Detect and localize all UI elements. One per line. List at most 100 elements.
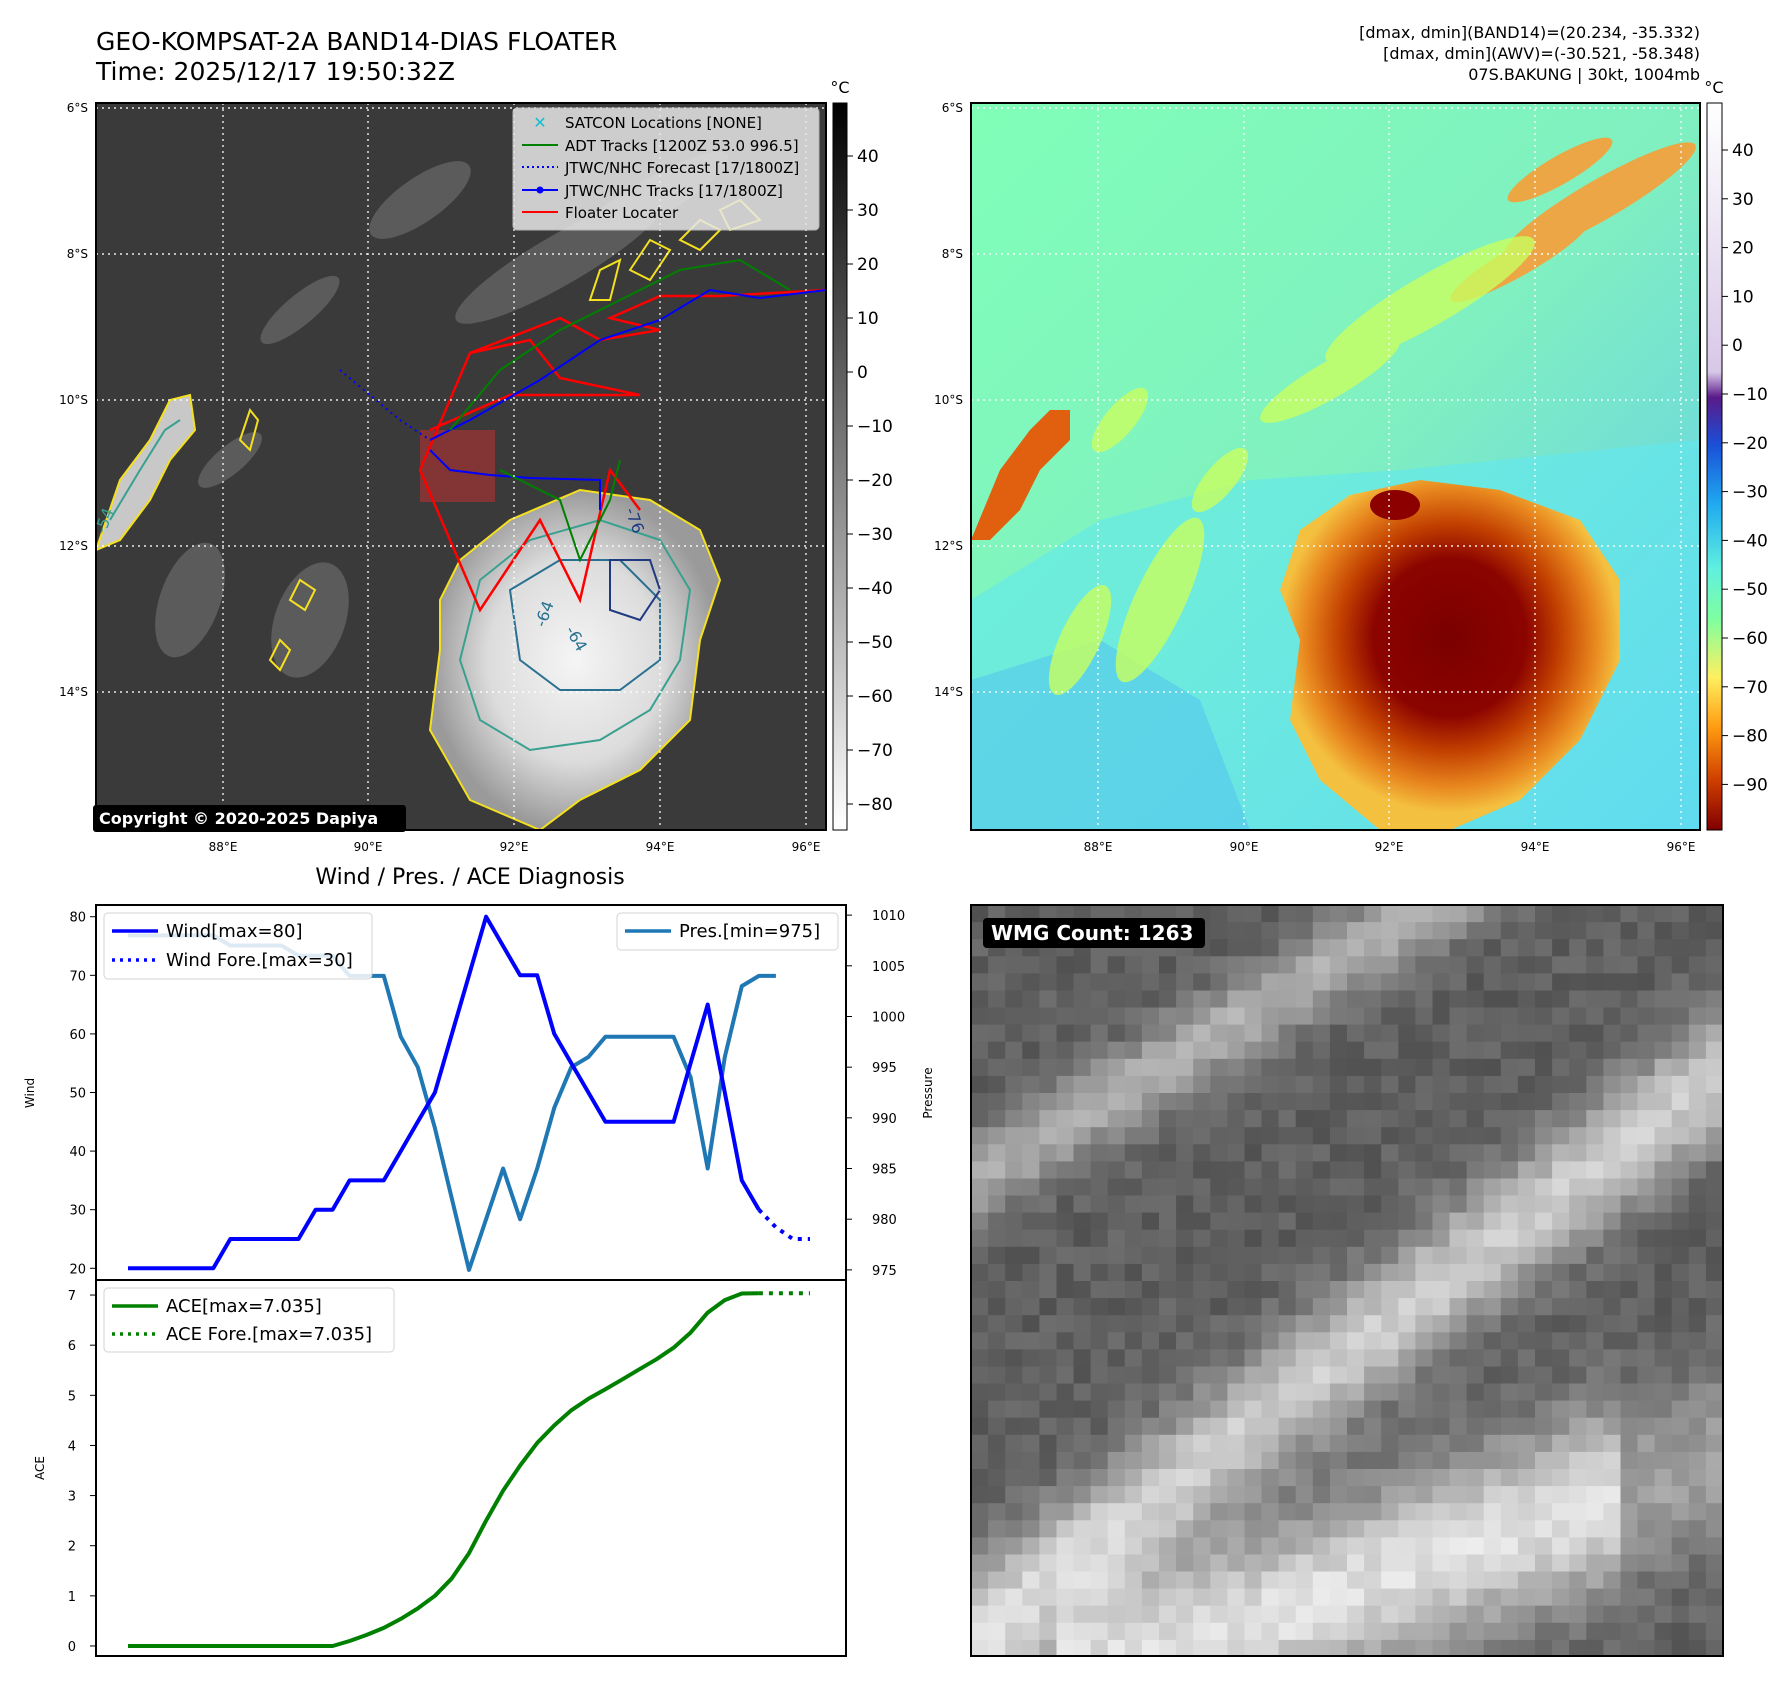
wmg-pixel [1090,1469,1109,1487]
wmg-pixel [1398,1622,1416,1641]
wmg-pixel [1005,1605,1023,1624]
wmg-pixel [1090,1212,1109,1231]
wmg-pixel [1039,1605,1058,1624]
colorbar-rainbow-unit: °C [1704,78,1723,97]
wmg-pixel [1107,956,1126,974]
wmg-pixel [1654,1058,1673,1077]
wmg-pixel [1483,1041,1502,1060]
wmg-pixel [1466,1195,1485,1214]
wmg-pixel [971,1144,989,1162]
wmg-pixel [971,1110,989,1128]
wmg-pixel [1688,1400,1707,1419]
wmg-pixel [1312,1332,1331,1350]
wmg-pixel [1381,1161,1399,1180]
wmg-pixel [1124,1229,1143,1248]
wmg-pixel [1141,1041,1160,1060]
wmg-pixel [1466,1093,1485,1111]
ace-marks [128,1291,810,1648]
wmg-pixel [1466,905,1485,923]
wmg-pixel [1244,1075,1263,1094]
wmg-pixel [1654,1400,1673,1419]
wmg-pixel [1039,1400,1058,1419]
wmg-pixel [1398,1520,1416,1538]
wmg-pixel [1466,1434,1485,1453]
wmg-pixel [1022,1605,1040,1624]
wmg-pixel [1244,1144,1263,1162]
wmg-pixel [1415,1383,1434,1402]
wmg-pixel [1364,1212,1382,1231]
wmg-pixel [1620,1315,1639,1333]
wind-line [128,914,761,1271]
wmg-pixel [1415,1246,1434,1265]
wmg-pixel [1347,1486,1365,1504]
wmg-pixel [1022,1195,1040,1214]
wmg-pixel [1705,1281,1723,1299]
colorbar-tick-label: 40 [1732,141,1754,161]
wmg-pixel [1586,905,1604,923]
colorbar-tick-label: 0 [857,363,868,383]
wmg-pixel [1005,1212,1023,1231]
wmg-pixel [1141,956,1160,974]
wmg-pixel [1586,1075,1604,1094]
wmg-pixel [1535,1229,1553,1248]
wmg-pixel [1483,1212,1502,1231]
wmg-pixel [1535,1588,1553,1607]
wmg-pixel [1022,1178,1040,1197]
wmg-pixel [1005,1417,1023,1436]
wmg-pixel [971,1178,989,1197]
wind-legend: Wind[max=80] Wind Fore.[max=30] [103,912,373,980]
wmg-pixel [1603,1263,1622,1282]
wmg-pixel [1193,1571,1211,1590]
wmg-pixel [1056,1417,1075,1436]
wmg-pixel [1500,1383,1519,1402]
wmg-pixel [1278,990,1297,1009]
wmg-pixel [1090,1520,1109,1538]
wmg-pixel [1295,1383,1314,1402]
wmg-pixel [1073,1144,1092,1162]
wmg-pixel [1517,1537,1536,1556]
wmg-pixel [1466,1383,1485,1402]
wmg-pixel [1603,922,1622,940]
wmg-pixel [1364,1263,1382,1282]
wmg-pixel [971,1315,989,1333]
wmg-pixel [1705,1024,1723,1043]
wmg-pixel [1535,1486,1553,1504]
wmg-pixel [1535,1263,1553,1282]
wmg-pixel [1124,1503,1143,1521]
wmg-pixel [1654,1093,1673,1111]
wmg-pixel [1569,1178,1587,1197]
wmg-pixel [1654,1315,1673,1333]
wmg-pixel [1124,1263,1143,1282]
wmg-pixel [1586,922,1604,940]
wmg-pixel [1210,1315,1228,1333]
wmg-pixel [1569,1246,1587,1265]
wmg-pixel [1312,1093,1331,1111]
wmg-pixel [1586,1212,1604,1231]
wmg-pixel [1483,1093,1502,1111]
svg-text:8°S: 8°S [942,247,963,261]
wmg-pixel [1073,956,1092,974]
wmg-pixel [1535,1417,1553,1436]
wmg-pixel [1620,1298,1639,1316]
wmg-pixel [1415,1007,1434,1026]
wmg-pixel [1364,1486,1382,1504]
wmg-pixel [1073,1451,1092,1470]
wmg-pixel [1107,1161,1126,1180]
svg-text:12°S: 12°S [59,539,88,553]
wmg-pixel [1124,1298,1143,1316]
wmg-pixel [1381,956,1399,974]
wmg-pixel [1500,1571,1519,1590]
wmg-pixel [1312,1383,1331,1402]
wmg-pixel [1227,973,1246,992]
wmg-pixel [1090,1161,1109,1180]
wmg-pixel [1141,1058,1160,1077]
wmg-pixel [1141,1417,1160,1436]
wmg-pixel [1278,1332,1297,1350]
wmg-pixel [1210,1383,1228,1402]
wmg-pixel [1193,1212,1211,1231]
wmg-pixel [1159,1075,1177,1094]
wmg-pixel [1688,1144,1707,1162]
wmg-pixel [1466,1605,1485,1624]
wmg-pixel [1449,1093,1468,1111]
wmg-pixel [1227,1127,1246,1145]
